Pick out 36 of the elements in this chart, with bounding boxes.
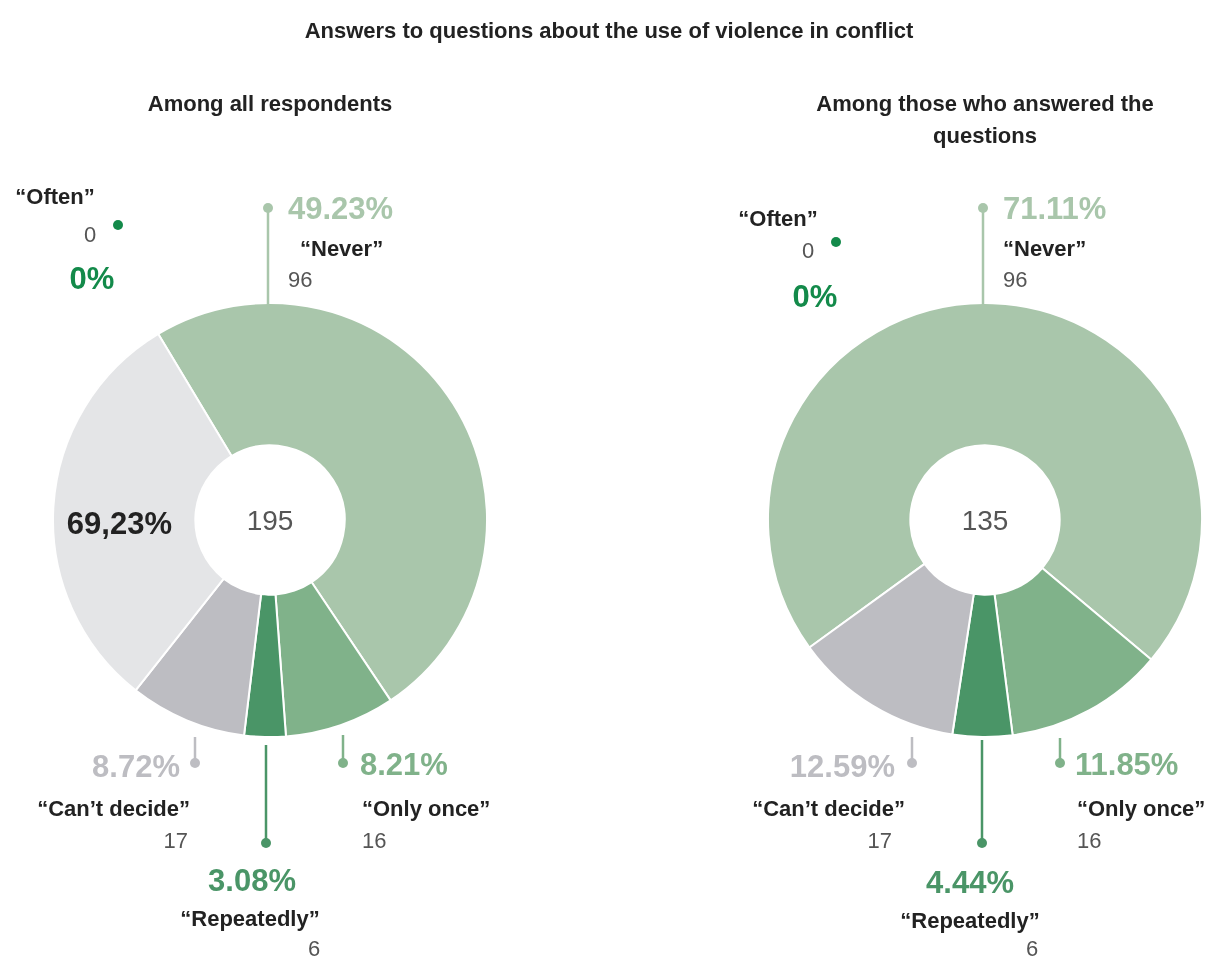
text: 69,23%	[66, 505, 172, 541]
data-label: 49.23%	[288, 190, 394, 226]
slice-label: “Never”	[300, 236, 384, 262]
text: 0	[801, 238, 815, 264]
text: 6	[307, 936, 321, 960]
data-label: 8.72%	[92, 748, 180, 784]
text: 16	[362, 828, 387, 854]
data-label: 4.44%	[926, 864, 1014, 900]
data-label: 8.21%	[360, 746, 448, 782]
text: 6	[1025, 936, 1039, 960]
text: Answers to questions about the use of violence in conflict	[303, 18, 915, 44]
legend-label: “Never”	[1003, 236, 1087, 262]
category-label: “Often”	[15, 184, 95, 210]
text: 195	[246, 504, 294, 536]
data-label: 3.08%	[208, 862, 296, 898]
text: 0%	[69, 260, 115, 296]
text: 135	[961, 504, 1009, 536]
data-label: 71.11%	[1003, 190, 1107, 226]
chart-subtitle: Among those who answered the questions	[815, 90, 1155, 150]
slice-label: “Can’t decide”	[37, 796, 190, 822]
category-label: “Often”	[738, 206, 818, 232]
slice-label: “Repeatedly”	[180, 906, 320, 932]
text: 96	[1003, 267, 1028, 293]
text: 0%	[792, 278, 838, 314]
chart-subtitle: Among all respondents	[146, 90, 394, 118]
text: 96	[288, 267, 313, 293]
slice-label: “Only once”	[1077, 796, 1206, 822]
text: 16	[1077, 828, 1102, 854]
text: 0	[83, 222, 97, 248]
slice-label: “Only once”	[362, 796, 491, 822]
text: 17	[163, 828, 188, 854]
slice-label: “Can’t decide”	[752, 796, 905, 822]
data-label: 11.85%	[1075, 746, 1179, 782]
data-label: 12.59%	[789, 748, 895, 784]
text: 17	[867, 828, 892, 854]
slice-label: “Repeatedly”	[900, 908, 1040, 934]
